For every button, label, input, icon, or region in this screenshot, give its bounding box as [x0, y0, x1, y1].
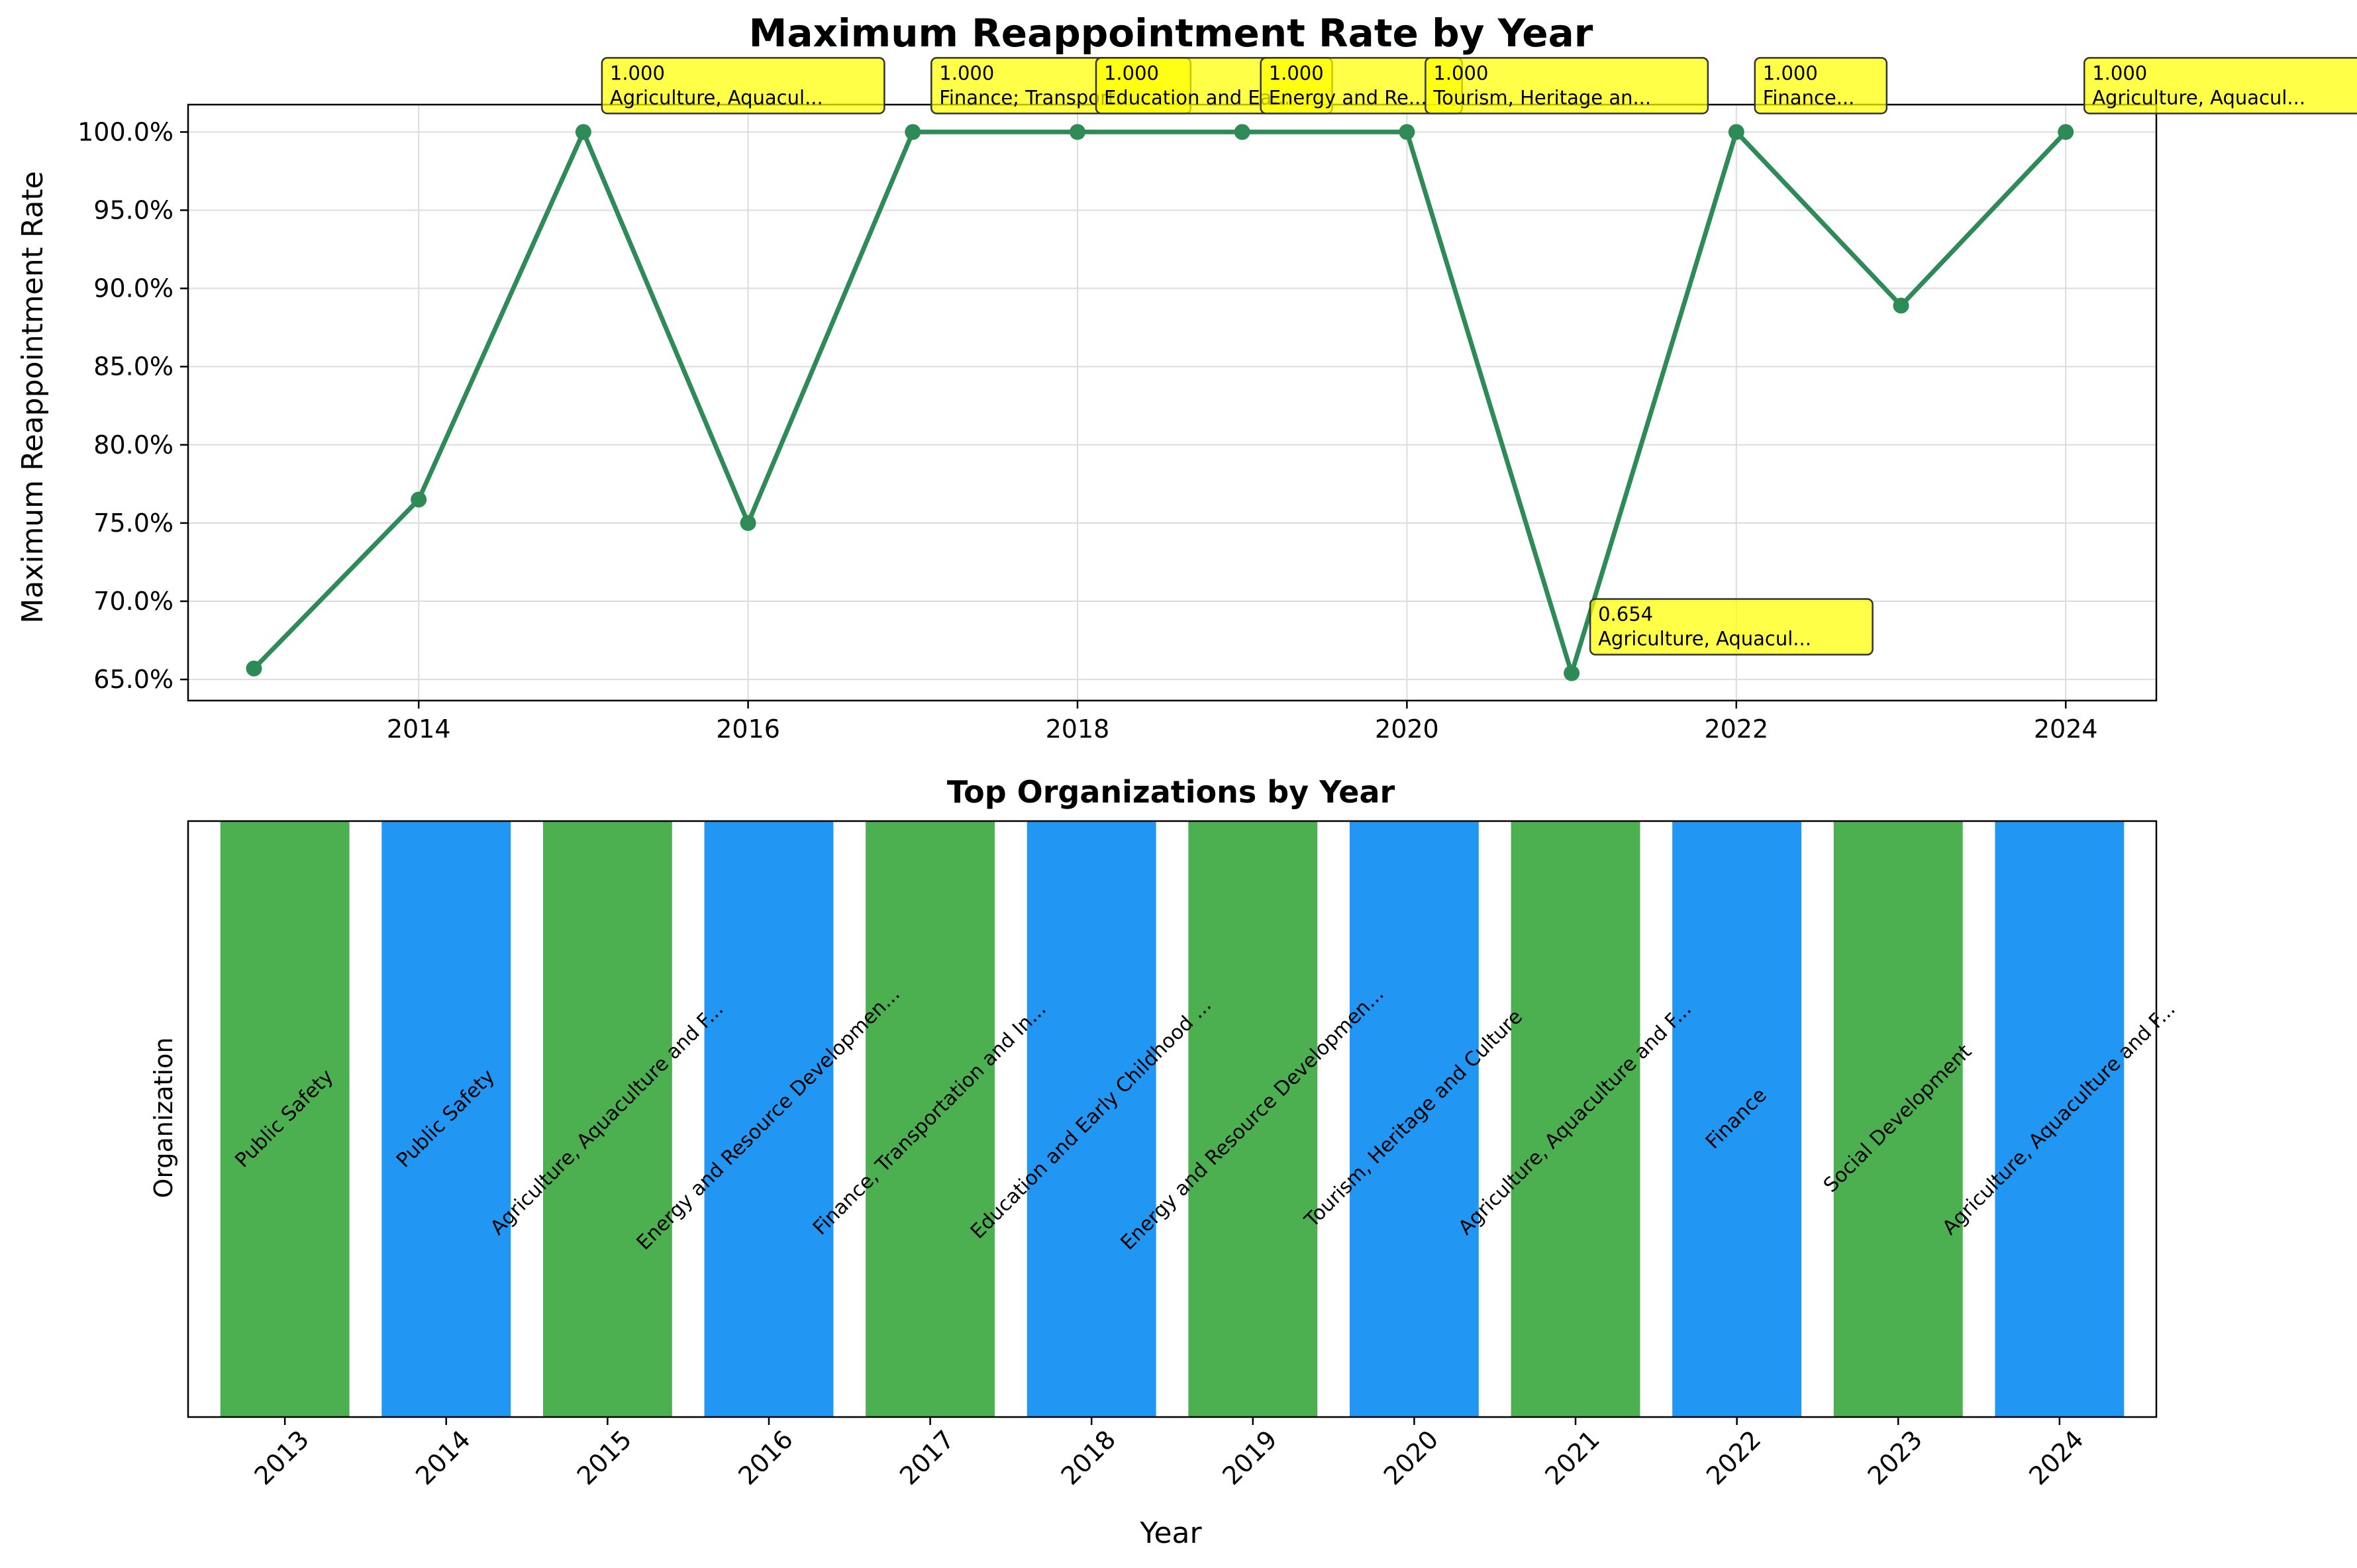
x-tick-label: 2016 [716, 714, 780, 744]
bar [1027, 821, 1156, 1417]
data-point [905, 124, 921, 140]
line-chart-y-ticks: 65.0% 70.0% 75.0% 80.0% 85.0% 90.0% 95.0% 100.0… [77, 117, 188, 694]
bar [1188, 821, 1318, 1417]
annotation-value: 1.000 [1104, 62, 1159, 84]
x-tick-label: 2020 [1375, 714, 1439, 744]
data-point [1399, 124, 1415, 140]
annotation-label: Tourism, Heritage an... [1432, 86, 1651, 109]
annotation-box [1754, 57, 1888, 115]
annotation-value: 1.000 [2092, 62, 2147, 84]
annotation-label: Finance... [1763, 86, 1855, 109]
line-chart-x-ticks: 2014 2016 2018 2020 2022 2024 [387, 701, 2098, 744]
annotation-box [1589, 598, 1874, 656]
annotation-label: Education and Ea... [1104, 86, 1290, 109]
bar-chart-y-axis-label: Organization [149, 1038, 178, 1199]
bar [542, 821, 672, 1417]
data-point [1564, 665, 1580, 681]
bar [1995, 821, 2125, 1417]
y-tick-label: 65.0% [93, 665, 174, 694]
bar [866, 821, 995, 1417]
y-tick-label: 95.0% [93, 195, 174, 224]
data-point [1069, 124, 1085, 140]
annotation-box [1425, 57, 1709, 115]
y-tick-label: 80.0% [93, 430, 174, 460]
bar [1672, 821, 1802, 1417]
line-chart-series [246, 124, 2074, 681]
data-point [411, 491, 427, 508]
x-tick-label: 2022 [1704, 714, 1768, 744]
annotation-value: 0.654 [1598, 603, 1653, 626]
data-point [1234, 124, 1250, 140]
bar-chart-x-axis-label: Year [1139, 1516, 1202, 1550]
bar-chart-bars [220, 821, 2125, 1417]
annotation-value: 1.000 [1763, 62, 1818, 84]
annotation-value: 1.000 [939, 62, 994, 84]
annotation-label: Agriculture, Aquacul... [1598, 628, 1811, 650]
bar-chart-plot-area [187, 820, 2158, 1418]
data-point [1893, 297, 1909, 314]
annotation-value: 1.000 [1433, 62, 1488, 84]
x-tick-label: 2014 [387, 714, 451, 744]
bar [220, 821, 350, 1417]
bar [704, 821, 834, 1417]
line-chart-y-axis-label: Maximum Reappointment Rate [16, 171, 50, 624]
x-tick-label: 2018 [1046, 714, 1110, 744]
y-tick-label: 75.0% [93, 509, 174, 538]
y-tick-label: 85.0% [93, 352, 174, 381]
series-line [252, 129, 2068, 676]
data-point [575, 124, 591, 140]
bar-chart-title: Top Organizations by Year [947, 774, 1395, 810]
bar [1511, 821, 1640, 1417]
annotation-box [601, 57, 885, 115]
y-tick-label: 90.0% [93, 274, 174, 303]
bar [1833, 821, 1963, 1417]
y-tick-label: 70.0% [93, 587, 174, 616]
x-tick-label: 2024 [2034, 714, 2098, 744]
annotation: 1.000Finance... [1754, 57, 1888, 115]
line-chart: Maximum Reappointment Rate by Year Maxim… [16, 11, 2357, 744]
line-chart-title: Maximum Reappointment Rate by Year [749, 11, 1593, 56]
annotation-value: 1.000 [1269, 62, 1324, 84]
annotation-label: Agriculture, Aquacul... [2092, 86, 2305, 109]
annotation-box [2083, 57, 2357, 115]
y-tick-label: 100.0% [77, 117, 174, 146]
annotation-value: 1.000 [610, 62, 665, 84]
bar [1349, 821, 1479, 1417]
annotation-label: Energy and Re... [1269, 86, 1427, 109]
data-point [740, 514, 756, 531]
data-point [2058, 124, 2074, 140]
bar [381, 821, 511, 1417]
data-point [246, 660, 262, 677]
data-point [1728, 124, 1744, 140]
annotation-label: Agriculture, Aquacul... [610, 86, 823, 109]
